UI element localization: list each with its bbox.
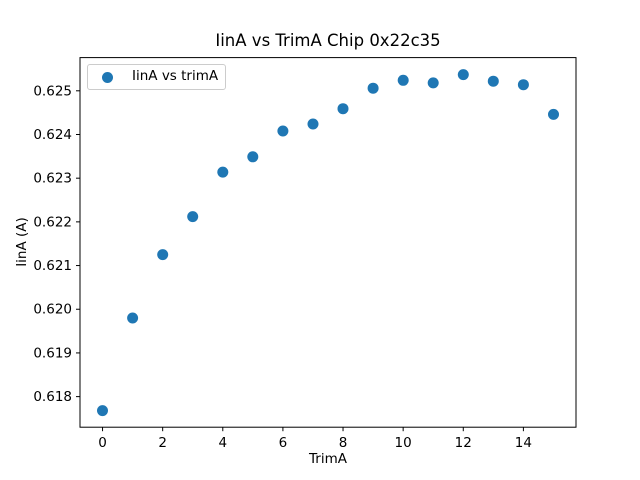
data-point	[548, 108, 559, 120]
x-tick-label: 14	[515, 435, 532, 451]
y-tick-label: 0.623	[33, 171, 72, 187]
legend: IinA vs trimA	[87, 64, 226, 90]
x-axis-label: TrimA	[309, 451, 347, 467]
data-point	[307, 118, 319, 130]
data-point	[127, 312, 139, 324]
data-point	[397, 74, 409, 86]
x-tick-label: 6	[279, 435, 288, 451]
data-point	[247, 151, 259, 163]
y-tick-label: 0.621	[33, 258, 72, 274]
data-point	[487, 75, 499, 87]
y-tick-label: 0.620	[33, 302, 72, 318]
data-point	[217, 166, 229, 178]
legend-marker-icon	[102, 71, 113, 83]
chart-title: IinA vs TrimA Chip 0x22c35	[215, 31, 441, 50]
data-point	[457, 69, 469, 81]
data-point	[97, 405, 108, 417]
y-tick-label: 0.624	[33, 127, 72, 143]
y-tick-label: 0.618	[33, 389, 72, 405]
data-point	[367, 82, 379, 94]
y-axis-label: IinA (A)	[14, 217, 30, 267]
y-tick-label: 0.622	[33, 214, 72, 230]
x-tick-label: 4	[218, 435, 227, 451]
y-tick-label: 0.619	[33, 345, 72, 361]
data-point	[427, 77, 439, 89]
data-point	[517, 79, 529, 91]
x-tick-label: 10	[395, 435, 412, 451]
x-tick-label: 2	[158, 435, 167, 451]
x-tick-label: 0	[98, 435, 107, 451]
x-tick-label: 8	[339, 435, 348, 451]
data-point	[337, 103, 349, 115]
y-tick-label: 0.625	[33, 83, 72, 99]
data-point	[277, 125, 289, 137]
axes-frame	[79, 57, 577, 428]
data-point	[187, 211, 199, 223]
x-tick-label: 12	[455, 435, 472, 451]
data-point	[157, 249, 169, 261]
legend-label: IinA vs trimA	[132, 68, 219, 85]
